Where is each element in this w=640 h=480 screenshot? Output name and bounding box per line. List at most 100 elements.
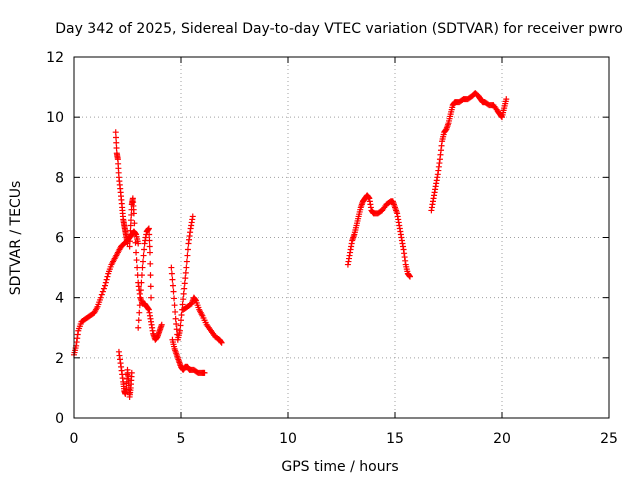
- data-point: [189, 213, 196, 220]
- data-point: [113, 139, 120, 146]
- data-point: [130, 210, 137, 217]
- data-point: [183, 258, 190, 265]
- data-point: [136, 309, 143, 316]
- x-axis: 0 5 10 15 20 25: [70, 57, 618, 447]
- y-tick-label: 2: [55, 351, 64, 367]
- data-point: [181, 285, 188, 292]
- y-axis-label: SDTVAR / TECUs: [8, 181, 24, 296]
- x-tick-label: 25: [600, 431, 618, 447]
- data-point: [133, 249, 140, 256]
- data-point: [141, 246, 148, 253]
- data-point: [176, 327, 183, 334]
- data-point: [138, 272, 145, 279]
- data-point: [182, 269, 189, 276]
- data-point: [112, 129, 119, 136]
- data-points: [71, 90, 510, 400]
- data-point: [146, 231, 153, 238]
- data-point: [131, 220, 138, 227]
- y-tick-label: 12: [46, 50, 64, 66]
- data-point: [134, 264, 141, 271]
- y-tick-label: 10: [46, 110, 64, 126]
- data-point: [180, 296, 187, 303]
- data-point: [218, 339, 225, 346]
- data-point: [135, 317, 142, 324]
- y-tick-label: 4: [55, 291, 64, 307]
- data-point: [102, 279, 109, 286]
- y-tick-label: 6: [55, 231, 64, 247]
- data-point: [127, 227, 134, 234]
- x-tick-label: 15: [386, 431, 404, 447]
- data-point: [169, 282, 176, 289]
- x-tick-label: 20: [493, 431, 511, 447]
- data-point: [147, 260, 154, 267]
- data-point: [112, 134, 119, 141]
- data-point: [132, 239, 139, 246]
- data-point: [503, 96, 510, 103]
- data-point: [180, 290, 187, 297]
- data-point: [173, 320, 180, 327]
- data-point: [171, 302, 178, 309]
- x-axis-label: GPS time / hours: [281, 459, 398, 475]
- data-point: [183, 264, 190, 271]
- data-point: [184, 246, 191, 253]
- data-point: [172, 315, 179, 322]
- y-axis: 0 2 4 6 8 10 12: [46, 50, 609, 427]
- data-point: [136, 302, 143, 309]
- data-point: [171, 295, 178, 302]
- x-tick-label: 5: [177, 431, 186, 447]
- data-point: [128, 369, 135, 376]
- data-point: [103, 276, 110, 283]
- data-point: [406, 273, 413, 280]
- data-point: [113, 145, 120, 152]
- data-point: [147, 283, 154, 290]
- data-point: [158, 321, 165, 328]
- data-point: [184, 252, 191, 259]
- data-point: [139, 264, 146, 271]
- data-point: [99, 288, 106, 295]
- data-point: [178, 311, 185, 318]
- data-point: [126, 238, 133, 245]
- data-point: [178, 317, 184, 324]
- data-point: [148, 294, 155, 301]
- data-point: [173, 326, 180, 333]
- data-point: [172, 308, 179, 315]
- data-point: [146, 237, 153, 244]
- data-point: [201, 369, 208, 376]
- data-point: [140, 258, 147, 265]
- data-point: [127, 232, 134, 239]
- data-point: [177, 322, 184, 329]
- data-point: [147, 272, 154, 279]
- data-point: [127, 217, 134, 224]
- chart-title: Day 342 of 2025, Sidereal Day-to-day VTE…: [55, 21, 623, 37]
- y-tick-label: 8: [55, 170, 64, 186]
- data-point: [168, 270, 175, 277]
- data-point: [169, 276, 176, 283]
- data-point: [138, 279, 145, 286]
- data-point: [104, 273, 111, 280]
- data-point: [181, 280, 188, 287]
- data-point: [135, 324, 142, 331]
- data-point: [98, 291, 105, 298]
- data-point: [168, 264, 175, 271]
- data-point: [131, 229, 138, 236]
- data-point: [170, 288, 177, 295]
- x-tick-label: 0: [70, 431, 79, 447]
- data-point: [100, 285, 107, 292]
- data-point: [97, 294, 104, 301]
- y-tick-label: 0: [55, 411, 64, 427]
- data-point: [146, 249, 153, 256]
- data-point: [135, 240, 142, 247]
- data-point: [137, 287, 144, 294]
- data-point: [146, 243, 153, 250]
- data-point: [102, 282, 109, 289]
- data-point: [182, 275, 189, 282]
- data-point: [133, 257, 140, 264]
- data-point: [127, 222, 134, 229]
- data-point: [126, 243, 133, 250]
- x-tick-label: 10: [279, 431, 297, 447]
- data-point: [145, 225, 152, 232]
- data-point: [179, 301, 186, 308]
- data-point: [137, 294, 144, 301]
